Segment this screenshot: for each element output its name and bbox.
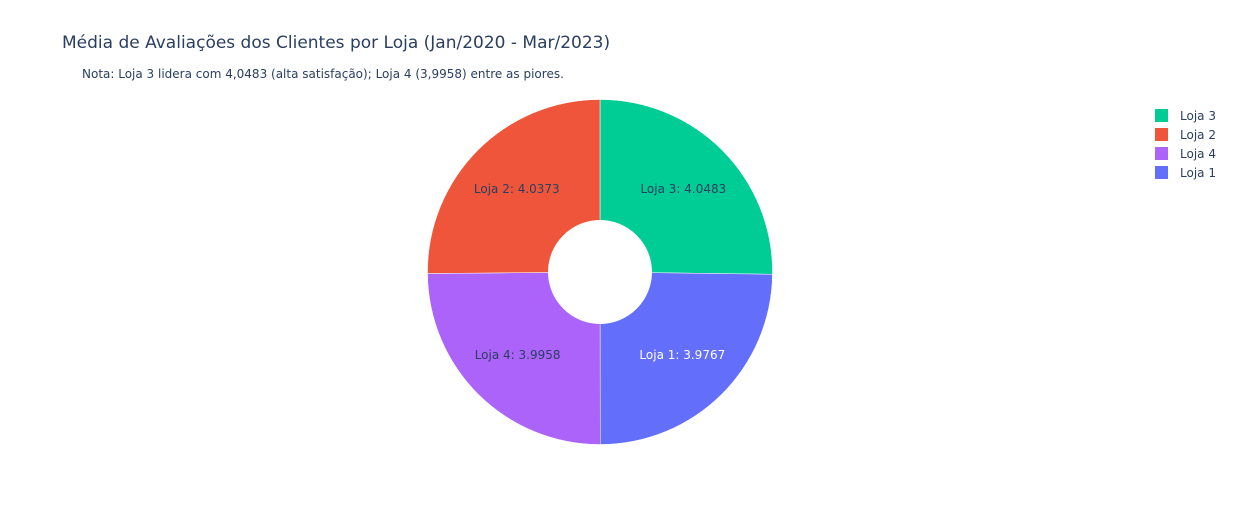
slice-label: Loja 2: 4.0373 (474, 182, 560, 196)
legend-swatch (1155, 128, 1168, 141)
legend-item-loja-3[interactable]: Loja 3 (1155, 106, 1216, 125)
slice-loja-1[interactable] (599, 272, 773, 445)
chart-title: Média de Avaliações dos Clientes por Loj… (62, 33, 611, 53)
slice-loja-2[interactable] (427, 99, 601, 274)
slice-label: Loja 1: 3.9767 (639, 348, 725, 362)
slice-label: Loja 4: 3.9958 (475, 348, 561, 362)
chart-annotation: Nota: Loja 3 lidera com 4,0483 (alta sat… (82, 67, 564, 81)
legend-swatch (1155, 109, 1168, 122)
legend: Loja 3 Loja 2 Loja 4 Loja 1 (1155, 106, 1216, 182)
legend-item-loja-4[interactable]: Loja 4 (1155, 144, 1216, 163)
legend-label: Loja 3 (1180, 108, 1216, 123)
slice-loja-3[interactable] (599, 99, 773, 275)
legend-label: Loja 2 (1180, 127, 1216, 142)
legend-label: Loja 4 (1180, 146, 1216, 161)
legend-label: Loja 1 (1180, 165, 1216, 180)
legend-item-loja-2[interactable]: Loja 2 (1155, 125, 1216, 144)
legend-swatch (1155, 147, 1168, 160)
legend-item-loja-1[interactable]: Loja 1 (1155, 163, 1216, 182)
legend-swatch (1155, 166, 1168, 179)
slice-loja-4[interactable] (427, 272, 601, 445)
slice-label: Loja 3: 4.0483 (640, 182, 726, 196)
